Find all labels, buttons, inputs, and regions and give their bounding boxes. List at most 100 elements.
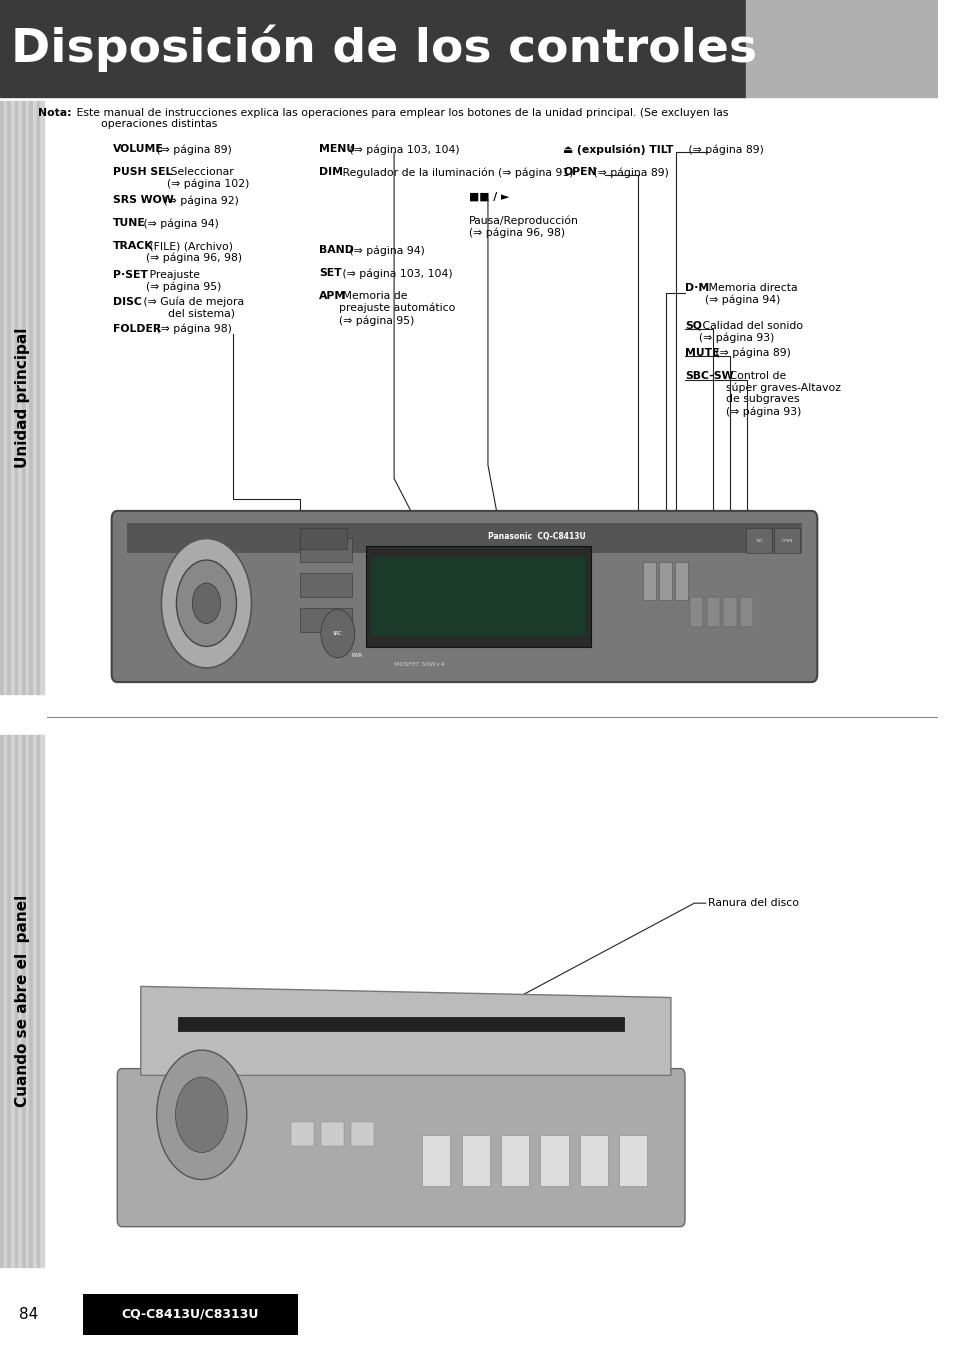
Bar [674, 562, 687, 600]
Bar [127, 523, 801, 553]
Bar [500, 1135, 529, 1186]
Circle shape [193, 582, 220, 623]
Text: ⏏ (expulsión) TILT: ⏏ (expulsión) TILT [562, 144, 673, 155]
Circle shape [156, 1050, 247, 1180]
Bar [33, 735, 37, 1267]
Text: SQ: SQ [684, 321, 701, 330]
Bar [351, 1122, 374, 1146]
Text: BAND: BAND [318, 245, 354, 255]
Text: Sensor de control remoto: Sensor de control remoto [469, 634, 624, 643]
Text: ■■ / ►: ■■ / ► [469, 191, 509, 201]
Text: SRC: SRC [333, 631, 342, 636]
Bar [740, 597, 753, 627]
Bar [11, 101, 14, 694]
Bar [773, 528, 800, 553]
Bar [0, 0, 745, 97]
Bar [4, 101, 8, 694]
Bar [300, 608, 352, 632]
Text: (⇒ Guía de mejora
        del sistema): (⇒ Guía de mejora del sistema) [139, 297, 244, 318]
Text: FOLDER: FOLDER [112, 324, 161, 333]
Circle shape [175, 1077, 228, 1153]
Text: DISP: DISP [318, 596, 348, 605]
FancyBboxPatch shape [117, 1069, 684, 1227]
Text: VOLUME: VOLUME [112, 144, 163, 154]
Text: Visualización
(⇒ página 91): Visualización (⇒ página 91) [346, 596, 421, 617]
Text: Panasonic  CQ-C8413U: Panasonic CQ-C8413U [487, 532, 585, 542]
Circle shape [161, 539, 252, 667]
Bar [371, 557, 586, 636]
Text: Este manual de instrucciones explica las operaciones para emplear los botones de: Este manual de instrucciones explica las… [73, 108, 728, 129]
Bar [300, 538, 352, 562]
Text: (FILE) (Archivo)
(⇒ página 96, 98): (FILE) (Archivo) (⇒ página 96, 98) [146, 241, 242, 263]
Bar [689, 597, 702, 627]
Text: (⇒ página 89): (⇒ página 89) [153, 144, 232, 155]
Text: CQ-C8413U/C8313U: CQ-C8413U/C8313U [122, 1308, 259, 1321]
Text: MENU: MENU [318, 144, 355, 154]
Text: (⇒ página 103, 104): (⇒ página 103, 104) [346, 144, 459, 155]
Text: OPEN: OPEN [562, 167, 596, 177]
Text: PWR: PWR [300, 647, 328, 656]
Bar [706, 597, 719, 627]
Bar [40, 101, 44, 694]
Text: APM: APM [318, 291, 346, 301]
Text: SBC-SW: SBC-SW [684, 371, 733, 380]
Bar [26, 101, 30, 694]
Bar [22, 735, 26, 1267]
Bar [366, 546, 591, 647]
Bar [22, 101, 26, 694]
Text: TILT: TILT [755, 539, 762, 542]
Text: (⇒ página 89): (⇒ página 89) [684, 144, 762, 155]
Bar [37, 101, 40, 694]
Text: PUSH SEL: PUSH SEL [112, 167, 172, 177]
Bar [0, 735, 4, 1267]
Text: MOSFET 50W×4: MOSFET 50W×4 [394, 662, 444, 667]
Text: P·SET: P·SET [112, 270, 148, 279]
Bar [83, 1294, 298, 1335]
Bar [422, 1135, 450, 1186]
Text: (⇒ página 94): (⇒ página 94) [139, 218, 218, 229]
Text: Nota:: Nota: [37, 108, 71, 117]
Bar [18, 735, 22, 1267]
Text: SRS WOW: SRS WOW [112, 195, 173, 205]
Text: 84: 84 [19, 1306, 38, 1322]
Bar [26, 735, 30, 1267]
Text: SRC: SRC [300, 625, 324, 635]
Bar [291, 1122, 314, 1146]
Bar [745, 528, 772, 553]
Text: Pausa/Reproducción
(⇒ página 96, 98): Pausa/Reproducción (⇒ página 96, 98) [469, 216, 578, 239]
Text: Alimentación
(⇒ página 88, 90): Alimentación (⇒ página 88, 90) [320, 647, 416, 669]
Circle shape [176, 561, 236, 646]
Text: PWR: PWR [351, 652, 362, 658]
Text: Ranura del disco: Ranura del disco [708, 898, 799, 909]
Bar [745, 0, 938, 97]
Polygon shape [141, 987, 670, 1076]
Bar [0, 101, 4, 694]
Bar [4, 735, 8, 1267]
Bar [30, 101, 33, 694]
Text: SET: SET [318, 268, 341, 278]
Bar [14, 101, 18, 694]
Text: OPEN: OPEN [781, 539, 792, 542]
Text: DIM: DIM [318, 167, 343, 177]
Text: TRACK: TRACK [112, 241, 153, 251]
Text: Fuente: Fuente [320, 625, 372, 635]
Bar [11, 735, 14, 1267]
Bar [320, 1122, 344, 1146]
Bar [722, 597, 736, 627]
Bar [8, 735, 11, 1267]
Text: TUNE: TUNE [112, 218, 145, 228]
Text: Calidad del sonido
(⇒ página 93): Calidad del sonido (⇒ página 93) [698, 321, 801, 342]
Text: (⇒ página 92): (⇒ página 92) [160, 195, 238, 206]
Bar [40, 735, 44, 1267]
Text: Memoria de
preajuste automático
(⇒ página 95): Memoria de preajuste automático (⇒ págin… [339, 291, 456, 326]
Bar [579, 1135, 607, 1186]
Text: ⌂: ⌂ [535, 611, 542, 624]
FancyBboxPatch shape [112, 511, 817, 682]
Text: Control de
súper graves-Altavoz
de subgraves
(⇒ página 93): Control de súper graves-Altavoz de subgr… [725, 371, 840, 417]
Text: Preajuste
(⇒ página 95): Preajuste (⇒ página 95) [146, 270, 221, 291]
Bar [300, 528, 347, 549]
Bar [30, 735, 33, 1267]
Text: Regulador de la iluminación (⇒ página 91): Regulador de la iluminación (⇒ página 91… [339, 167, 573, 178]
Bar [14, 735, 18, 1267]
Circle shape [320, 609, 355, 658]
